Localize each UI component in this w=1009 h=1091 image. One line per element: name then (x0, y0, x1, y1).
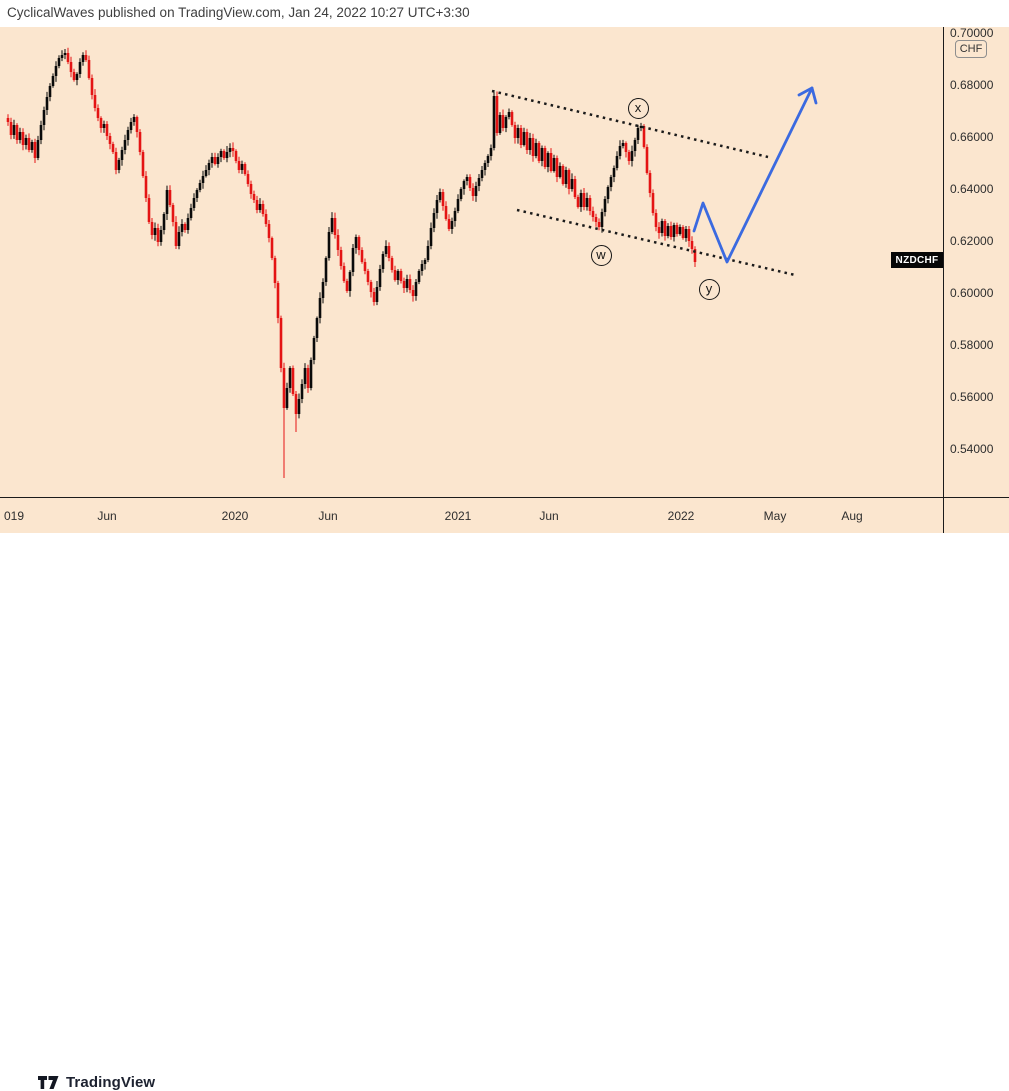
header-bar: CyclicalWaves published on TradingView.c… (0, 0, 1009, 27)
publish-title: CyclicalWaves published on TradingView.c… (7, 5, 470, 20)
tradingview-link[interactable]: TradingView (38, 1074, 155, 1091)
currency-button[interactable]: CHF (955, 40, 987, 58)
tradingview-wordmark: TradingView (66, 1074, 156, 1091)
tradingview-logo-icon (38, 1075, 59, 1089)
chart-canvas[interactable] (0, 27, 1009, 533)
footer-bar: TradingView (0, 533, 1009, 1091)
chart-drawing-layer (0, 27, 1009, 533)
